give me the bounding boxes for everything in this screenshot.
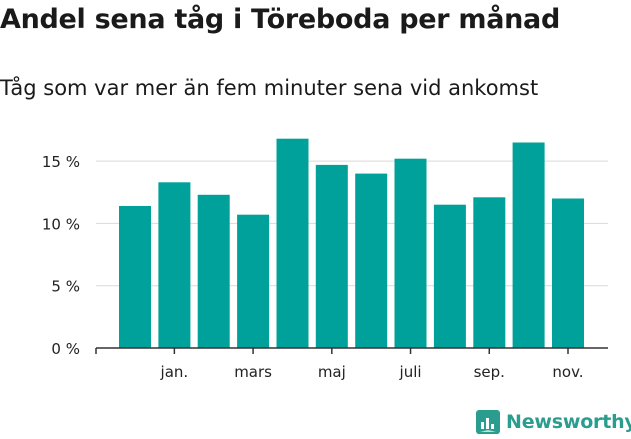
x-axis bbox=[95, 347, 608, 354]
bar-dec bbox=[119, 206, 151, 348]
chart-subtitle: Tåg som var mer än fem minuter sena vid … bbox=[0, 76, 539, 100]
x-tick-label: mars bbox=[234, 363, 272, 381]
bar-juli bbox=[394, 158, 427, 348]
bar-okt bbox=[512, 142, 545, 348]
bar-jan bbox=[158, 182, 191, 348]
bar-chart-logo-icon bbox=[476, 410, 500, 434]
bar-sep bbox=[473, 197, 506, 348]
y-axis-labels: 0 % 5 % 10 % 15 % bbox=[42, 153, 80, 358]
bar-mars bbox=[237, 214, 270, 348]
x-tick-label: sep. bbox=[474, 363, 505, 381]
newsworthy-logo: Newsworthy bbox=[476, 407, 631, 437]
bar-chart: 0 % 5 % 10 % 15 % jan. mars maj juli sep. nov. bbox=[42, 138, 608, 381]
bar-juni bbox=[355, 173, 388, 348]
bar-feb bbox=[197, 194, 230, 348]
chart-title: Andel sena tåg i Töreboda per månad bbox=[0, 4, 561, 35]
bar-maj bbox=[315, 164, 348, 348]
x-tick-label: maj bbox=[318, 363, 346, 381]
x-axis-labels: jan. mars maj juli sep. nov. bbox=[160, 363, 584, 381]
bar-aug bbox=[433, 204, 466, 348]
y-tick-label: 10 % bbox=[42, 215, 80, 233]
bars bbox=[119, 138, 584, 348]
y-tick-label: 15 % bbox=[42, 153, 80, 171]
x-tick-label: juli bbox=[399, 363, 422, 381]
bar-apr bbox=[276, 138, 309, 348]
brand-name: Newsworthy bbox=[506, 411, 631, 433]
y-tick-label: 5 % bbox=[51, 278, 80, 296]
y-tick-label: 0 % bbox=[51, 340, 80, 358]
bar-nov bbox=[552, 198, 584, 348]
x-tick-label: nov. bbox=[552, 363, 583, 381]
x-tick-label: jan. bbox=[160, 363, 189, 381]
